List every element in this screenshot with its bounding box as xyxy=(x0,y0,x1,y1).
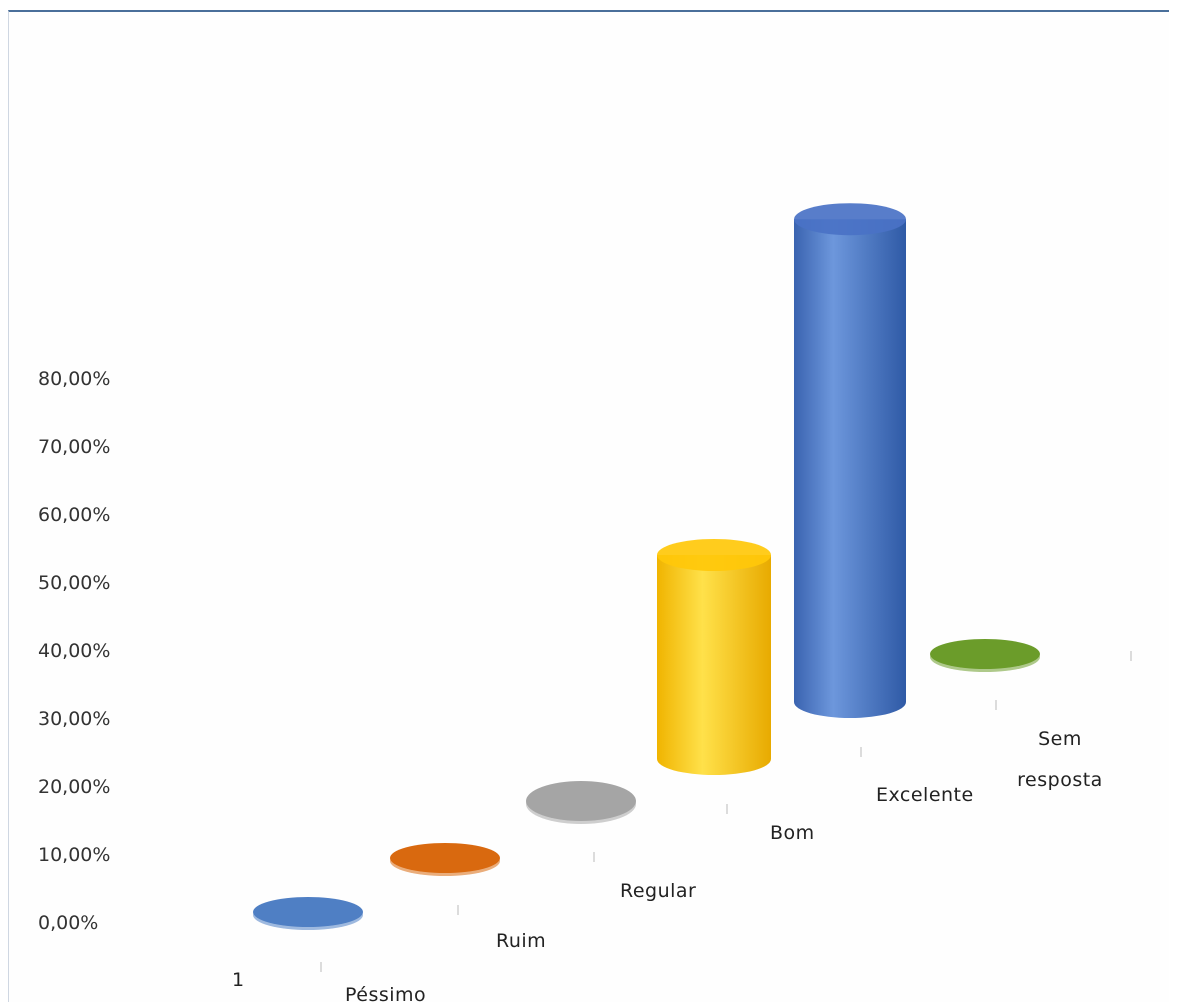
bar-disc xyxy=(930,639,1040,669)
bar-body xyxy=(794,219,906,718)
y-tick-label: 50,00% xyxy=(38,572,110,594)
bar-disc xyxy=(253,897,363,927)
y-tick-label: 80,00% xyxy=(38,368,110,390)
y-tick-label: 70,00% xyxy=(38,436,110,458)
chart-frame xyxy=(8,10,1169,1002)
bar-ruim xyxy=(390,843,500,876)
bar-top xyxy=(794,203,906,236)
bar-excelente xyxy=(794,203,906,718)
bar-péssimo xyxy=(253,897,363,930)
y-tick-label: 60,00% xyxy=(38,504,110,526)
category-label: Excelente xyxy=(876,784,974,806)
category-label: Ruim xyxy=(496,930,546,952)
y-tick-label: 10,00% xyxy=(38,844,110,866)
y-tick-label: 40,00% xyxy=(38,640,110,662)
y-tick-label: 0,00% xyxy=(38,912,98,934)
y-tick-label: 30,00% xyxy=(38,708,110,730)
bar-sem-resposta xyxy=(930,639,1040,672)
series-axis-label: 1 xyxy=(232,969,245,991)
category-label: Sem xyxy=(1038,728,1082,750)
category-label: Péssimo xyxy=(345,984,426,1006)
bar-disc xyxy=(526,781,636,821)
bar-bom xyxy=(657,539,771,775)
category-label: resposta xyxy=(1017,769,1103,791)
y-tick-label: 20,00% xyxy=(38,776,110,798)
bar-disc xyxy=(390,843,500,873)
bar-regular xyxy=(526,781,636,824)
bar-top xyxy=(657,539,771,571)
category-label: Regular xyxy=(620,880,696,902)
bar-body xyxy=(657,555,771,775)
category-label: Bom xyxy=(770,822,815,844)
